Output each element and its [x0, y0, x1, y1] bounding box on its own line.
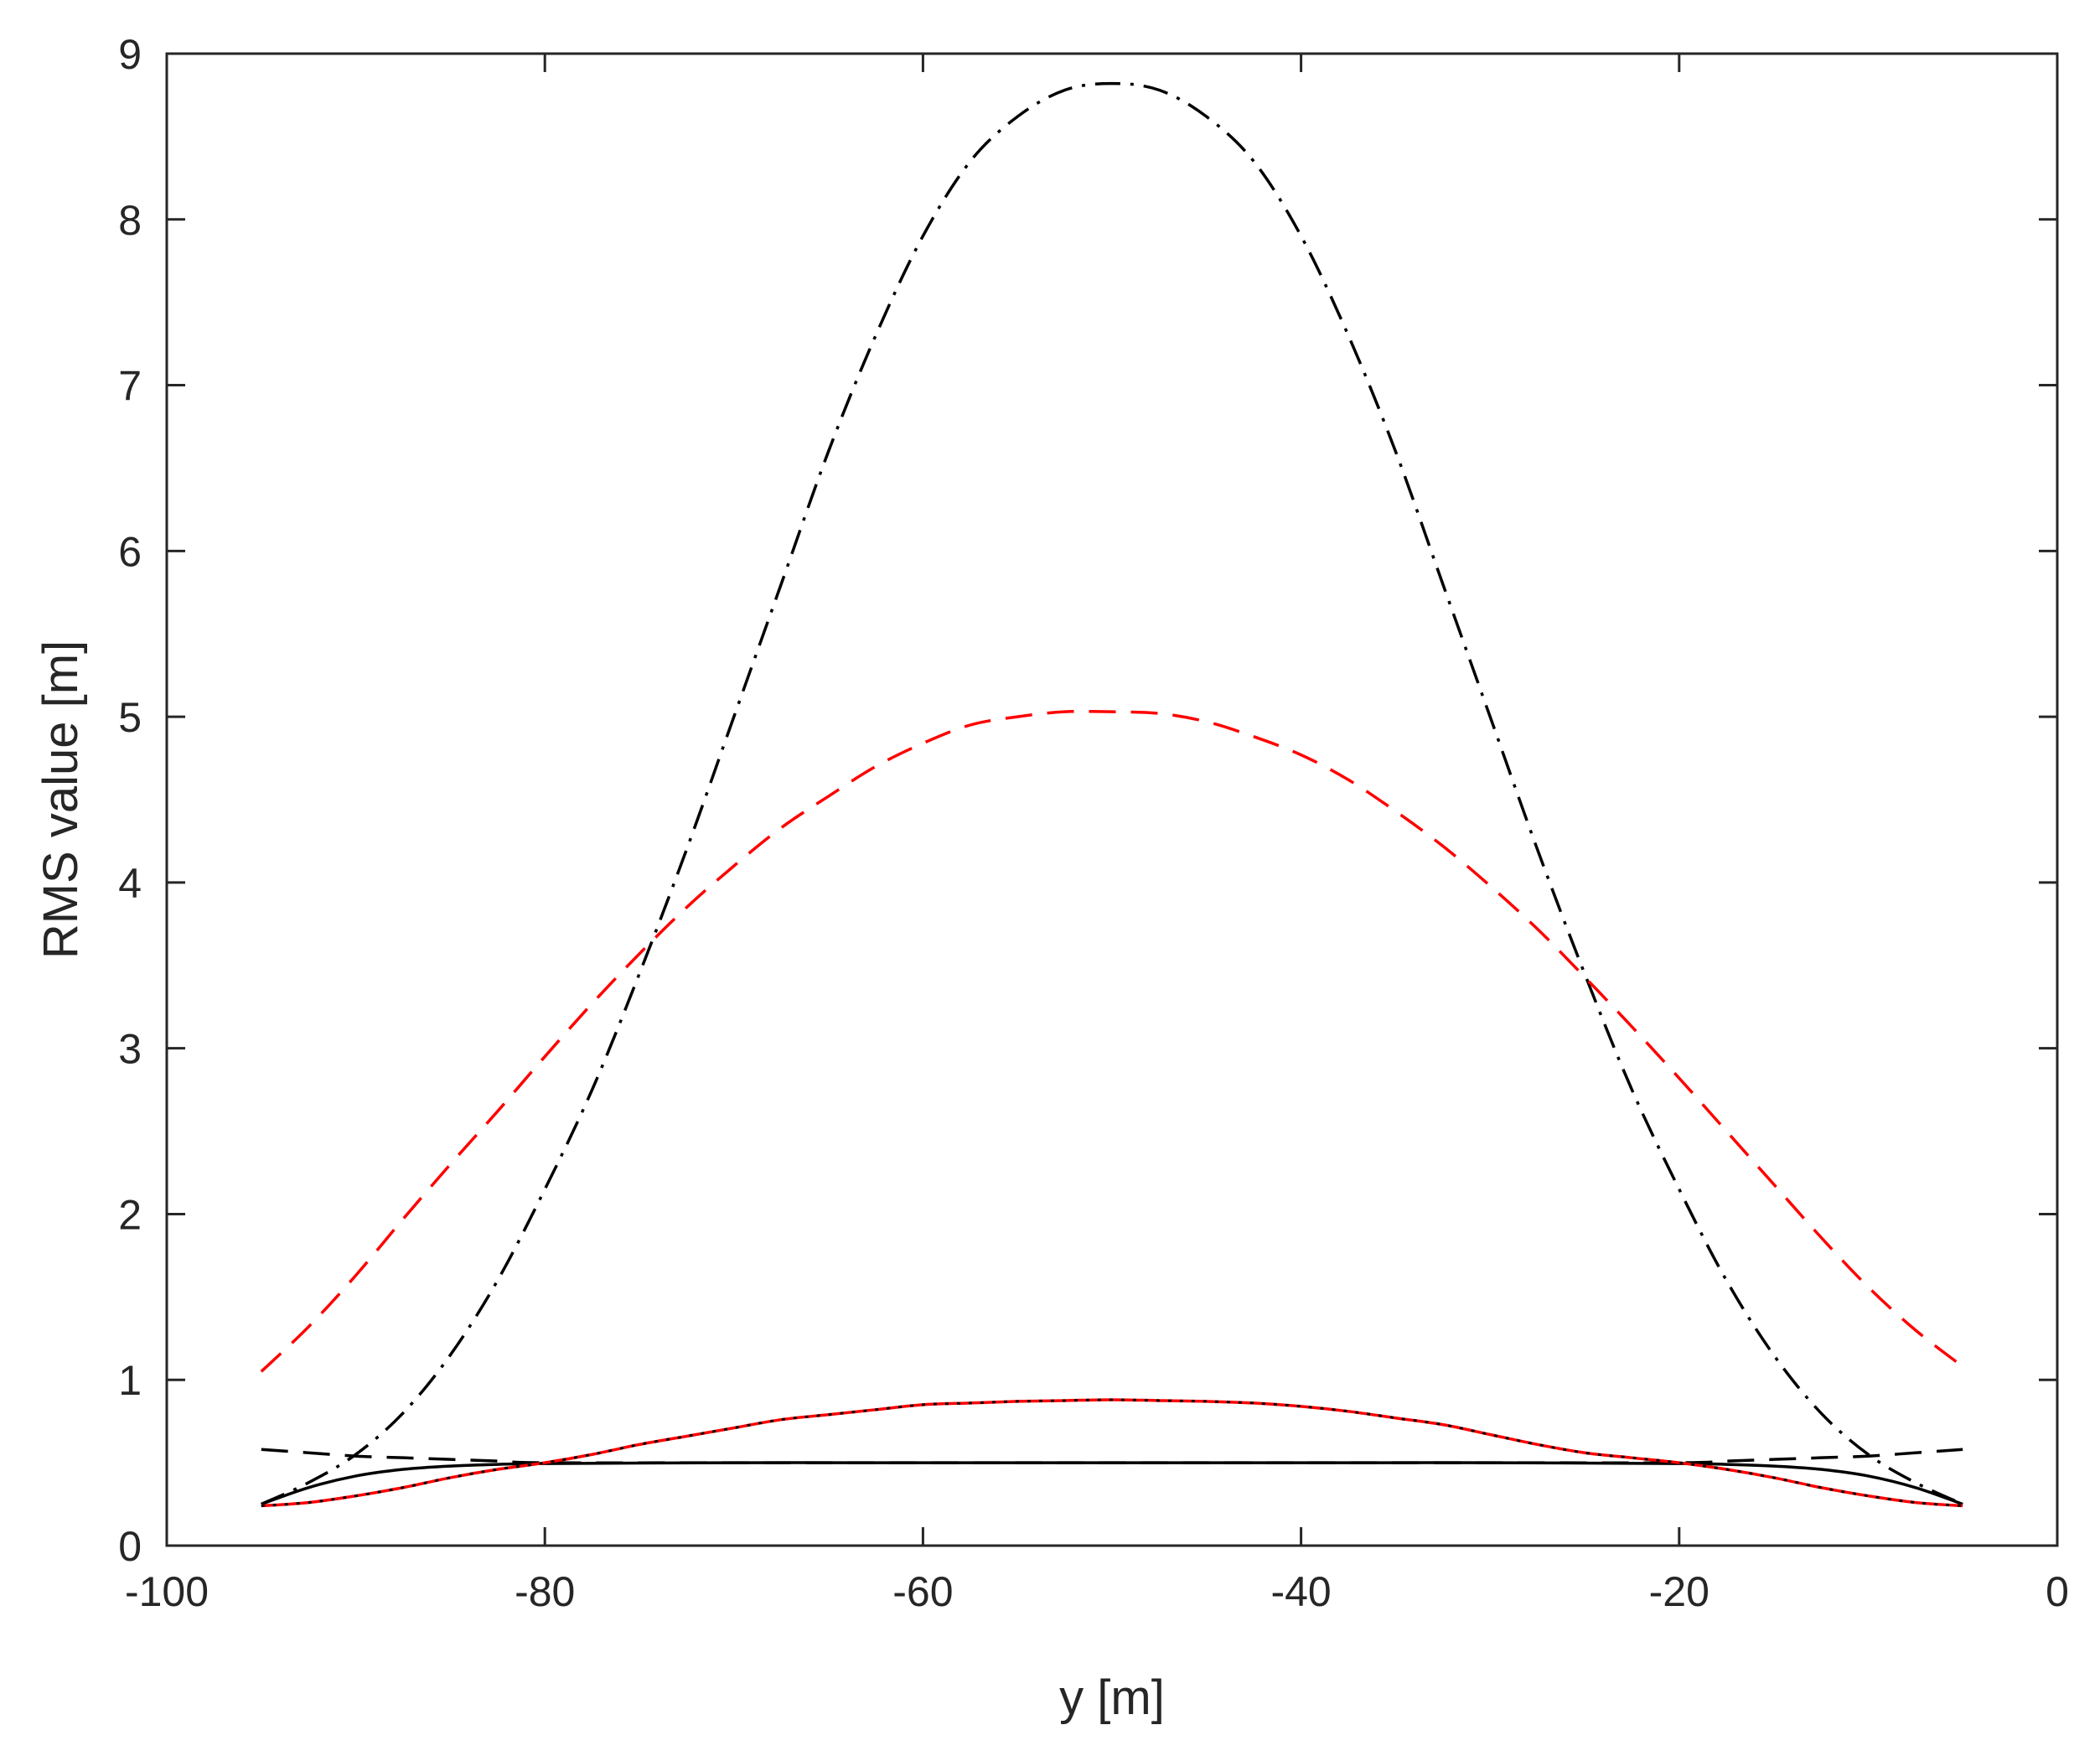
x-tick-label: -100 — [125, 1568, 209, 1615]
y-tick-label: 4 — [118, 860, 142, 907]
y-tick-label: 8 — [118, 197, 142, 244]
y-tick-label: 0 — [118, 1523, 142, 1570]
y-tick-label: 5 — [118, 694, 142, 741]
ticks-layer: -100 -80 -60 -40 -20 0 0 1 2 3 4 5 6 7 8 9 — [118, 31, 2069, 1615]
series-line-2 — [260, 709, 1964, 1373]
series-line-4 — [261, 1461, 1963, 1506]
plot-frame — [165, 52, 2059, 1547]
y-tick-label: 2 — [118, 1191, 142, 1238]
y-tick-label: 3 — [118, 1026, 142, 1073]
y-tick-label: 9 — [118, 31, 142, 78]
y-axis-label: RMS value [m] — [34, 640, 88, 959]
x-tick-label: -40 — [1270, 1568, 1331, 1615]
x-tick-label: -60 — [892, 1568, 953, 1615]
x-tick-label: 0 — [2046, 1568, 2069, 1615]
y-tick-label: 6 — [118, 528, 142, 575]
x-axis-label: y [m] — [1059, 1671, 1165, 1725]
x-tick-label: -20 — [1649, 1568, 1709, 1615]
series-layer — [260, 81, 1964, 1508]
y-tick-label: 7 — [118, 363, 142, 410]
series-line-1 — [261, 81, 1963, 1506]
x-tick-label: -80 — [515, 1568, 575, 1615]
y-tick-label: 1 — [118, 1357, 142, 1404]
series-line-6 — [261, 1398, 1963, 1508]
